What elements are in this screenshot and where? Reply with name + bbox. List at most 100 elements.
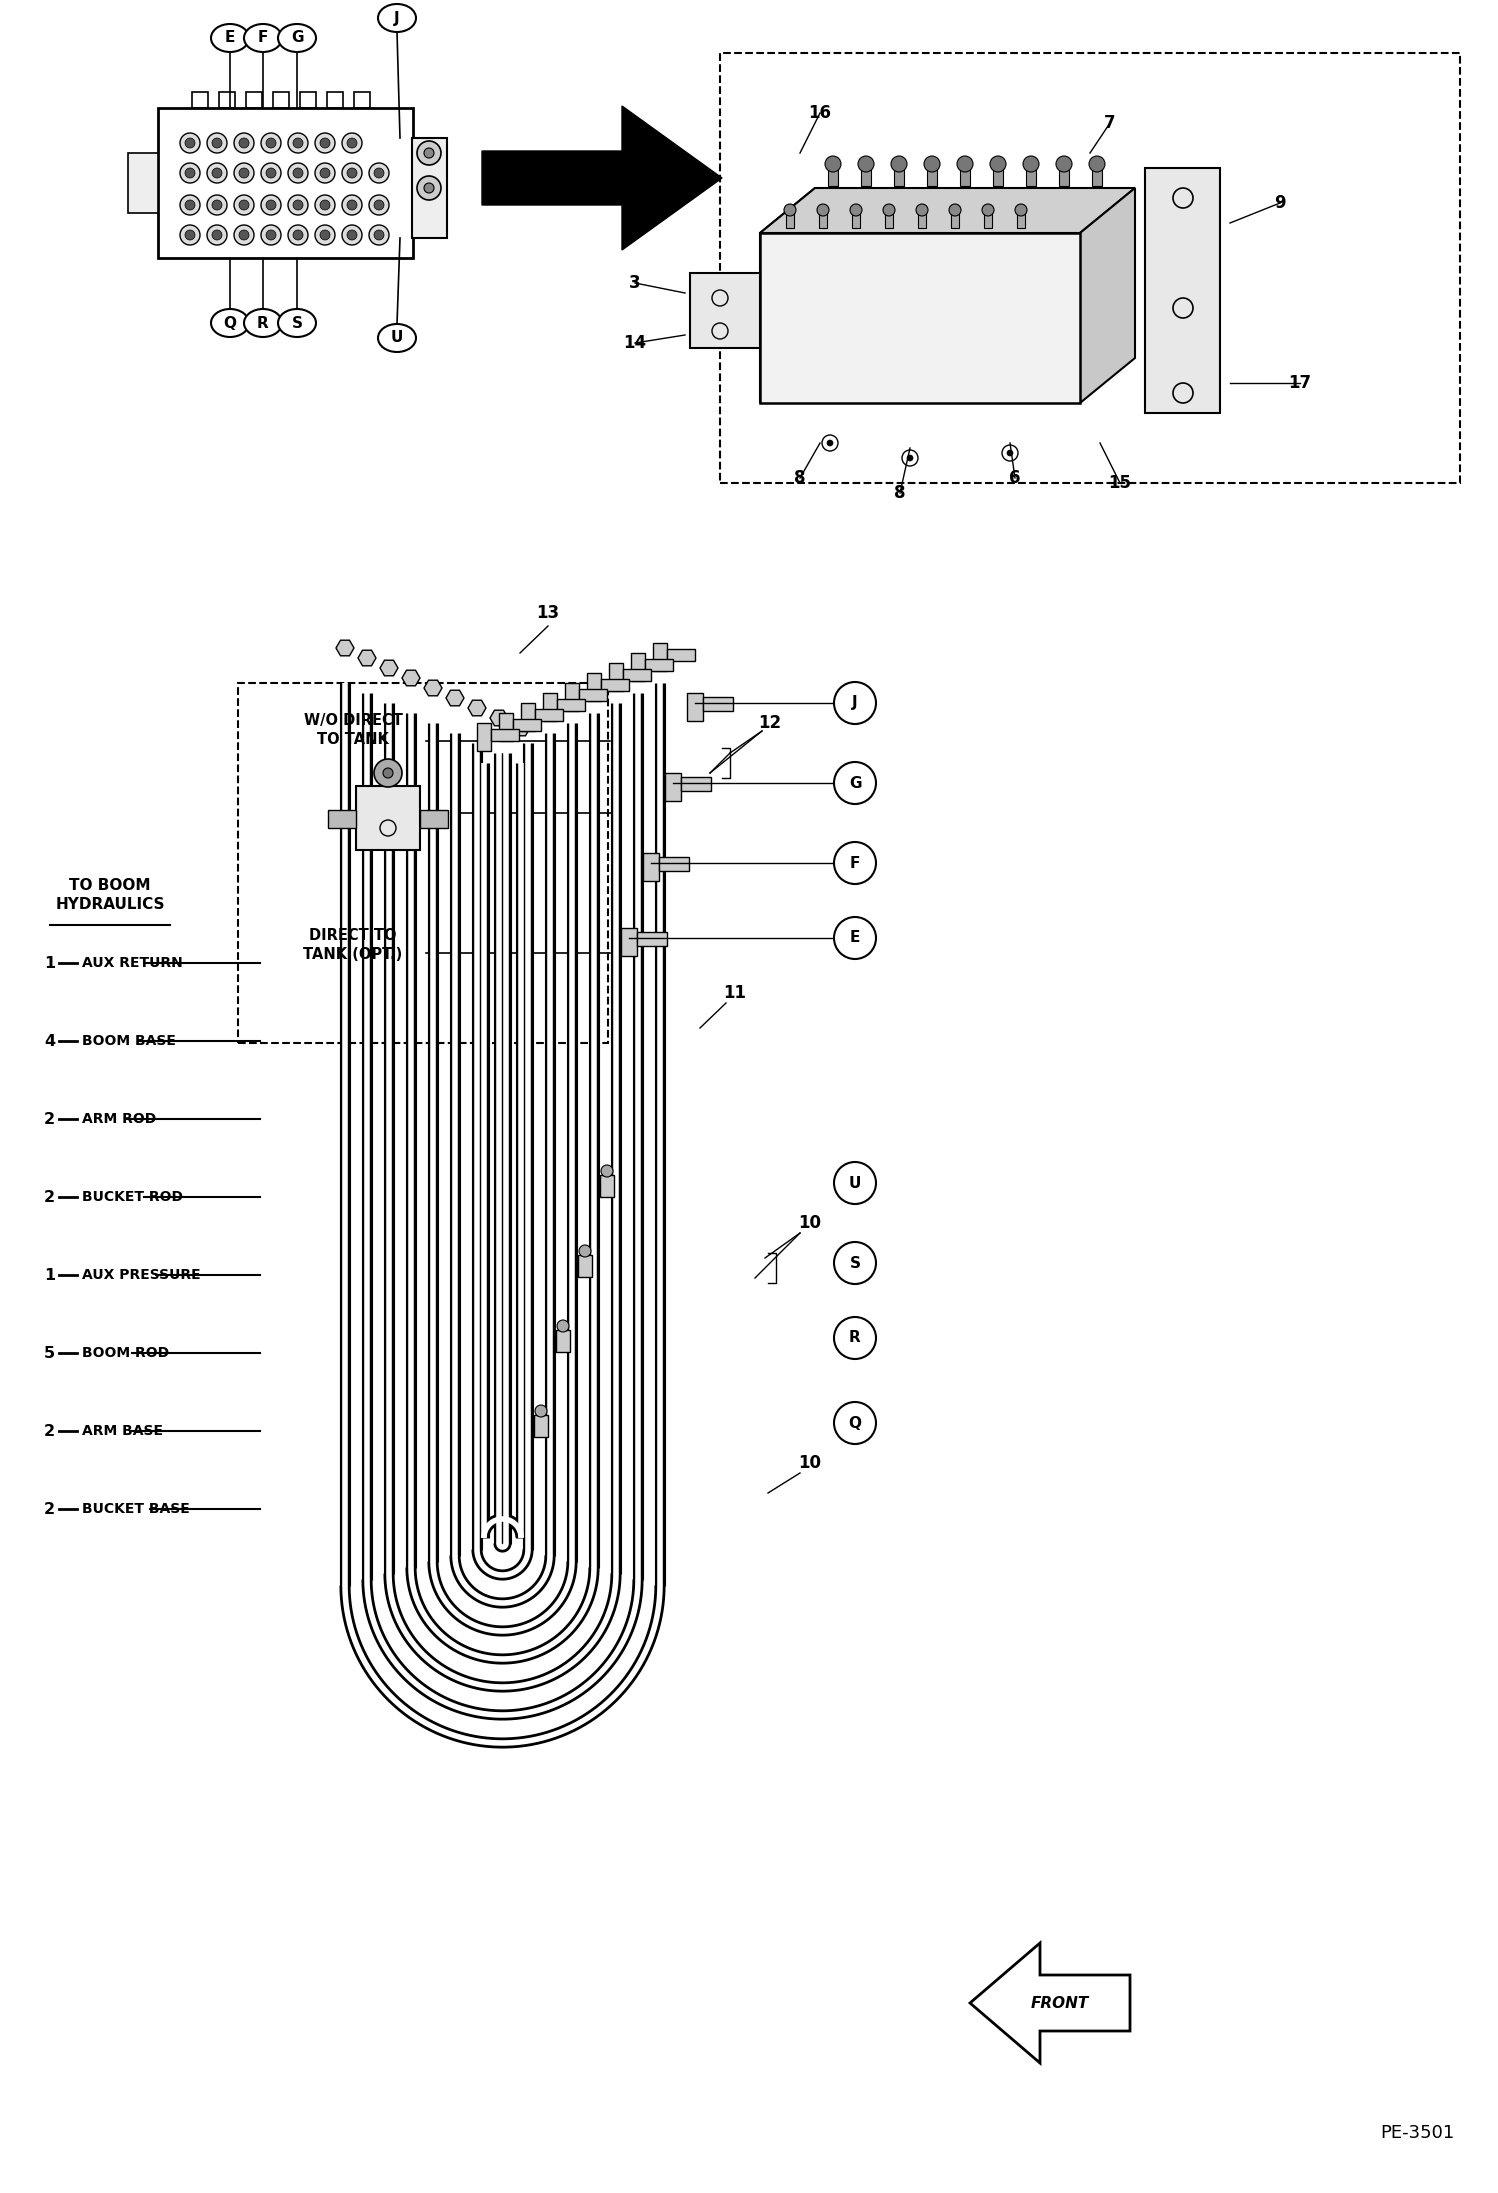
Text: 2: 2: [43, 1423, 55, 1439]
Circle shape: [315, 195, 336, 215]
Text: 2: 2: [43, 1502, 55, 1518]
Polygon shape: [971, 1943, 1129, 2064]
Bar: [786, 211, 794, 228]
Text: 8: 8: [894, 485, 906, 502]
Circle shape: [342, 195, 363, 215]
Circle shape: [321, 138, 330, 147]
Text: 16: 16: [809, 103, 831, 123]
Text: R: R: [258, 316, 268, 331]
Bar: [521, 704, 535, 730]
Circle shape: [783, 204, 795, 215]
Text: 8: 8: [794, 469, 806, 487]
Circle shape: [834, 842, 876, 884]
Circle shape: [207, 134, 228, 154]
Circle shape: [1007, 450, 1013, 456]
Bar: [578, 1254, 592, 1276]
Bar: [721, 53, 1461, 482]
Circle shape: [240, 200, 249, 211]
Circle shape: [601, 1164, 613, 1178]
Circle shape: [267, 138, 276, 147]
Bar: [960, 164, 971, 186]
Circle shape: [315, 134, 336, 154]
Circle shape: [240, 230, 249, 239]
Circle shape: [240, 138, 249, 147]
Polygon shape: [380, 660, 398, 675]
Circle shape: [234, 162, 255, 182]
Text: U: U: [391, 331, 403, 346]
Text: E: E: [225, 31, 235, 46]
Bar: [412, 138, 446, 239]
Circle shape: [416, 140, 440, 164]
Bar: [984, 211, 992, 228]
Circle shape: [321, 200, 330, 211]
Text: 17: 17: [1288, 375, 1312, 393]
Text: R: R: [849, 1331, 861, 1347]
Circle shape: [348, 200, 357, 211]
Bar: [1092, 164, 1103, 186]
Circle shape: [816, 204, 828, 215]
Text: 7: 7: [1104, 114, 1116, 132]
Text: 10: 10: [798, 1454, 821, 1472]
Bar: [192, 92, 208, 107]
Circle shape: [906, 454, 912, 461]
Circle shape: [348, 169, 357, 178]
Polygon shape: [1080, 189, 1135, 404]
Text: J: J: [852, 695, 858, 711]
Text: W/O DIRECT
TO TANK: W/O DIRECT TO TANK: [304, 713, 403, 746]
Bar: [557, 700, 586, 711]
Circle shape: [267, 169, 276, 178]
Polygon shape: [490, 711, 508, 726]
Text: ARM ROD: ARM ROD: [82, 1112, 156, 1125]
Circle shape: [557, 1320, 569, 1331]
Circle shape: [950, 204, 962, 215]
Circle shape: [374, 200, 383, 211]
Text: 13: 13: [536, 603, 560, 623]
Circle shape: [294, 230, 303, 239]
Bar: [646, 660, 673, 671]
Bar: [828, 164, 837, 186]
Circle shape: [207, 226, 228, 246]
Circle shape: [374, 169, 383, 178]
Text: 1: 1: [43, 956, 55, 971]
Circle shape: [184, 138, 195, 147]
Text: BOOM BASE: BOOM BASE: [82, 1035, 175, 1048]
Ellipse shape: [244, 309, 282, 338]
Bar: [535, 708, 563, 721]
Text: S: S: [849, 1257, 860, 1270]
Ellipse shape: [377, 4, 416, 33]
Circle shape: [288, 226, 309, 246]
Polygon shape: [759, 189, 1135, 232]
Bar: [610, 662, 623, 691]
Text: AUX PRESSURE: AUX PRESSURE: [82, 1268, 201, 1283]
Bar: [127, 154, 157, 213]
Bar: [653, 643, 667, 671]
Bar: [542, 693, 557, 721]
Circle shape: [207, 162, 228, 182]
Text: 2: 2: [43, 1189, 55, 1204]
Ellipse shape: [244, 24, 282, 53]
Bar: [328, 809, 357, 829]
Text: 6: 6: [1010, 469, 1020, 487]
Text: 4: 4: [43, 1033, 55, 1048]
Bar: [894, 164, 903, 186]
Circle shape: [234, 195, 255, 215]
Text: BUCKET ROD: BUCKET ROD: [82, 1191, 183, 1204]
Circle shape: [825, 156, 840, 171]
Bar: [885, 211, 893, 228]
Bar: [476, 724, 491, 750]
Circle shape: [213, 200, 222, 211]
Circle shape: [321, 169, 330, 178]
Circle shape: [369, 162, 389, 182]
Text: F: F: [258, 31, 268, 46]
Bar: [631, 654, 646, 682]
Circle shape: [348, 138, 357, 147]
Bar: [1144, 169, 1219, 412]
Circle shape: [294, 138, 303, 147]
Circle shape: [535, 1406, 547, 1417]
Bar: [354, 92, 370, 107]
Bar: [951, 211, 959, 228]
Circle shape: [213, 230, 222, 239]
Bar: [1026, 164, 1037, 186]
Circle shape: [580, 1246, 592, 1257]
Bar: [219, 92, 235, 107]
